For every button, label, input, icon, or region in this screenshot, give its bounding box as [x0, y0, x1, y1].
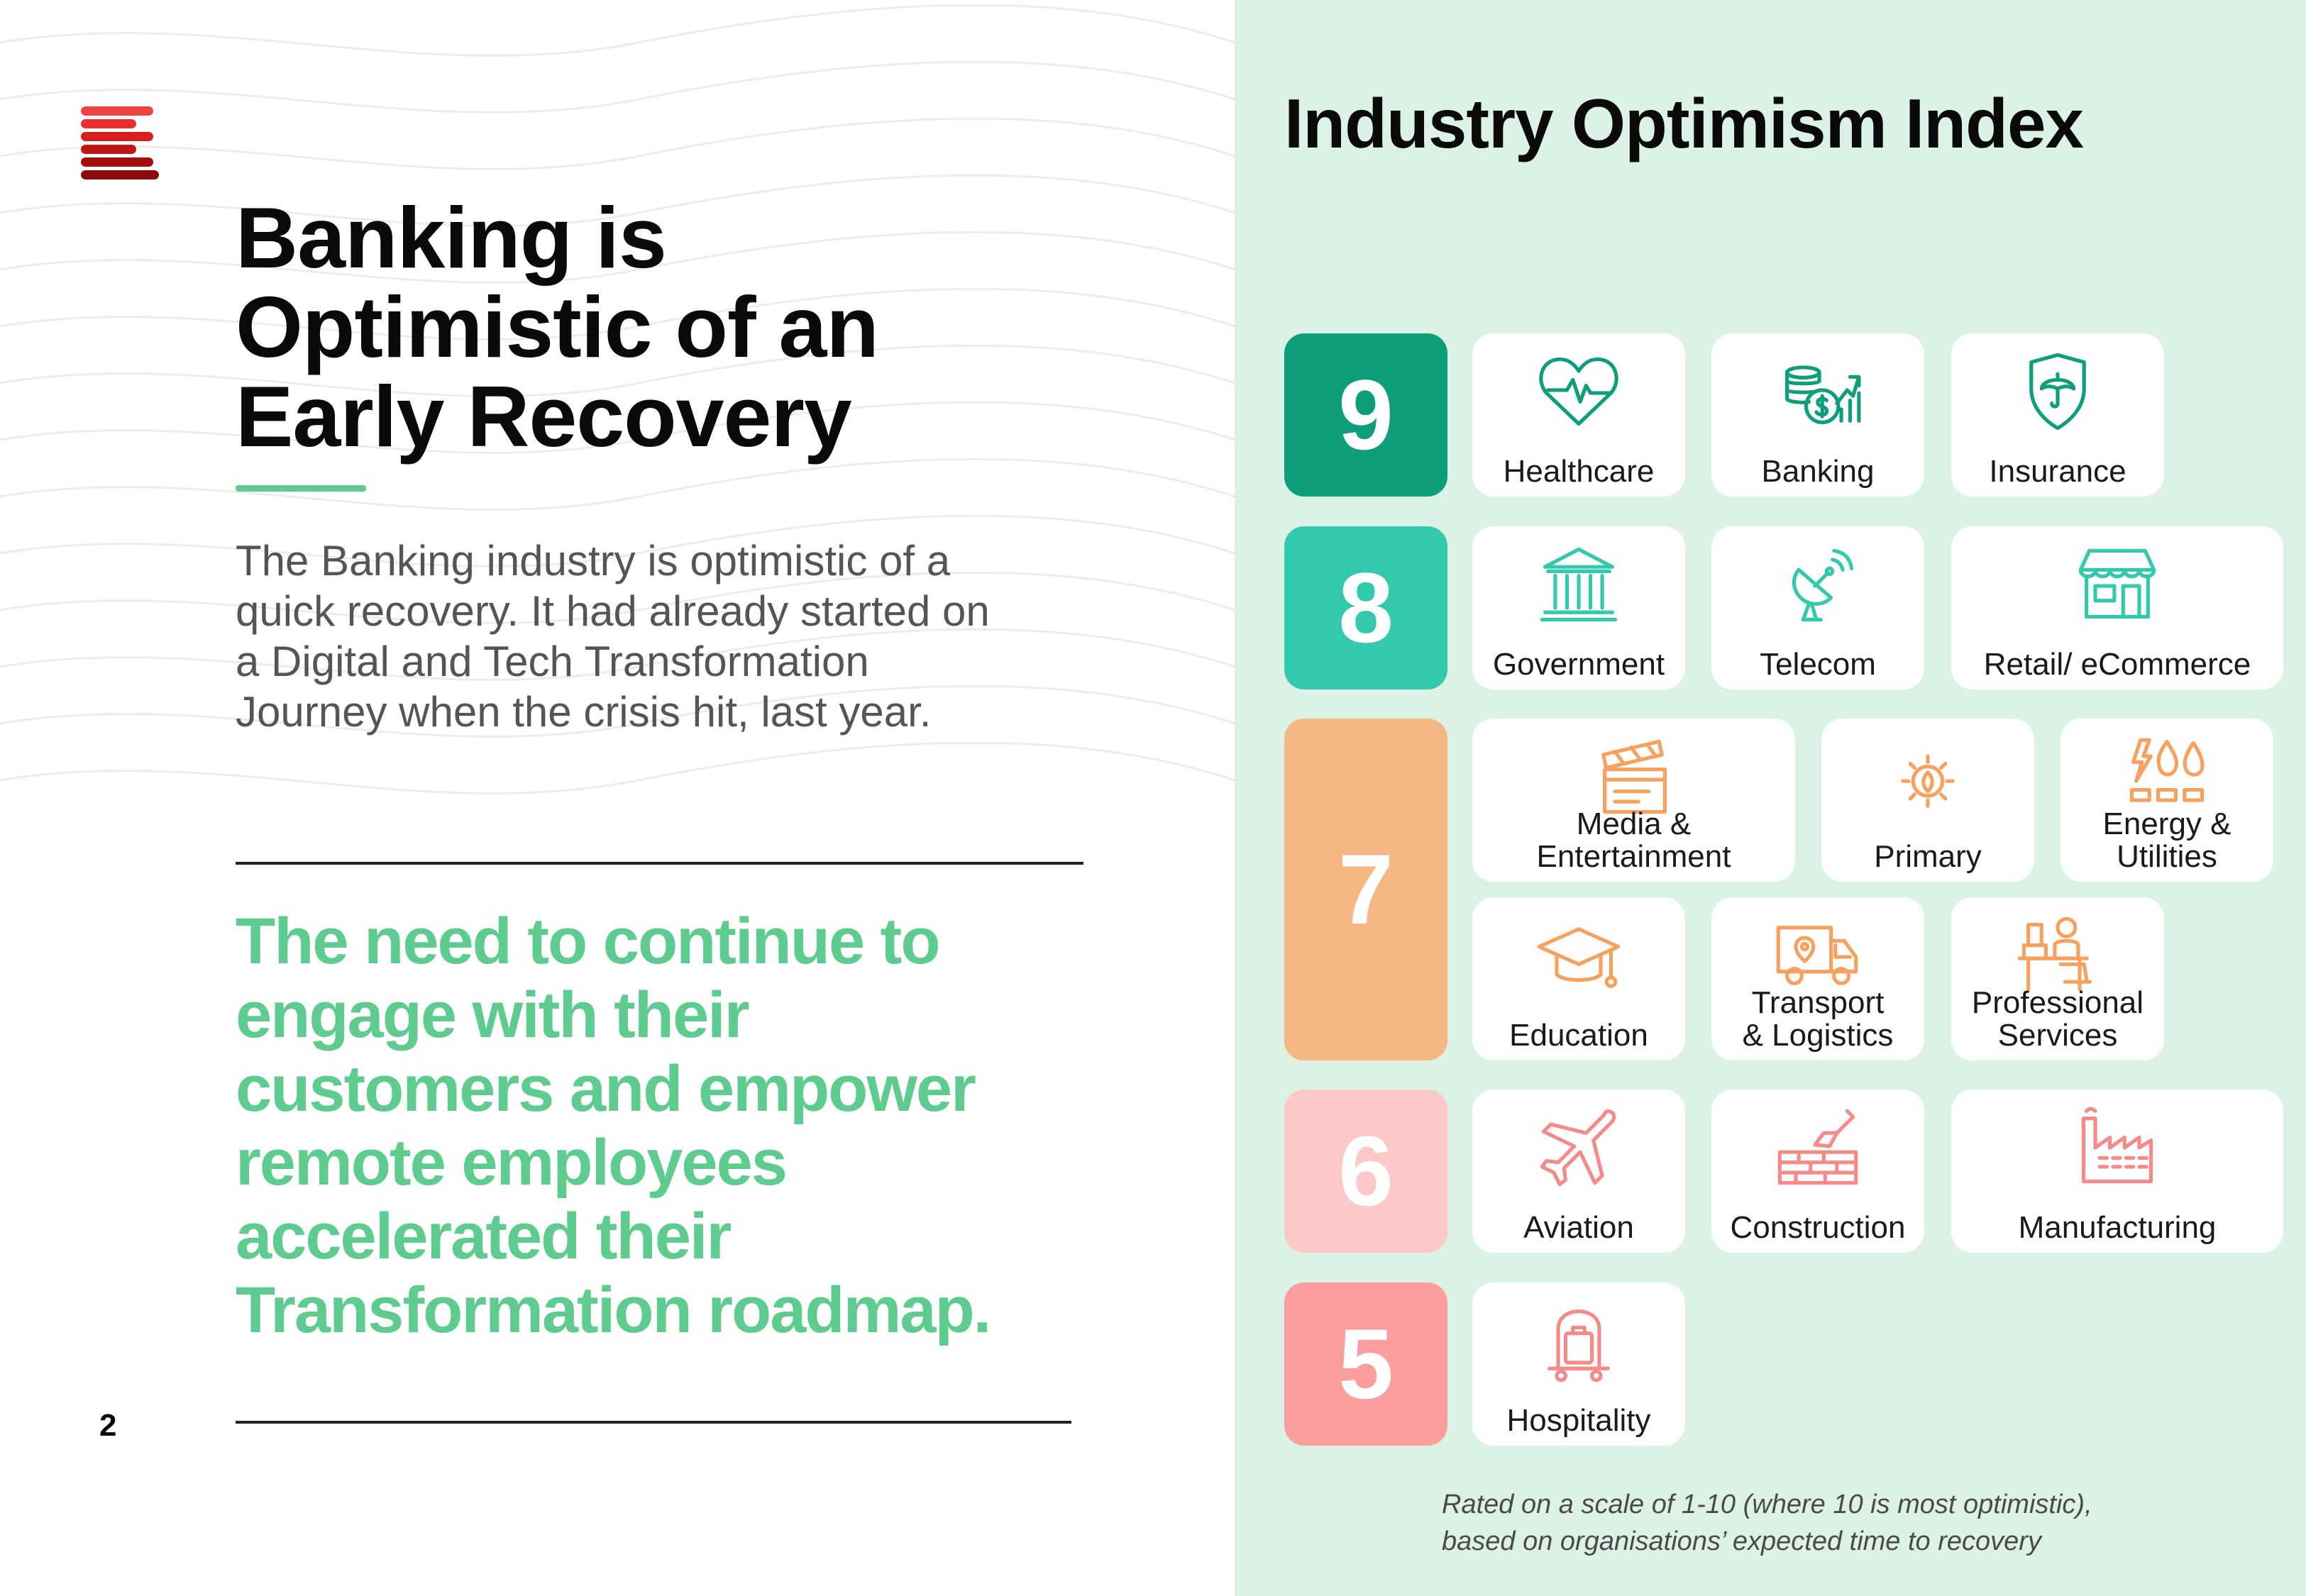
industry-label: Banking: [1761, 454, 1875, 489]
industry-label: Transport & Logistics: [1742, 985, 1894, 1053]
left-panel: Banking is Optimistic of an Early Recove…: [0, 4, 1235, 1443]
industry-card-banking: Banking: [1711, 333, 1924, 497]
intro-line: The Banking industry is optimistic of a: [236, 537, 951, 584]
industry-card-professional-services: Professional Services: [1951, 897, 2164, 1060]
score-value: 8: [1338, 552, 1394, 663]
quote-line: The need to continue to: [236, 905, 941, 977]
industry-card-media: Media & Entertainment: [1472, 719, 1795, 882]
industry-label: Hospitality: [1506, 1403, 1651, 1438]
score-value: 9: [1338, 359, 1394, 470]
industry-label: Professional Services: [1971, 985, 2144, 1053]
industry-card-insurance: Insurance: [1951, 333, 2164, 497]
industry-label: Healthcare: [1503, 454, 1655, 489]
footnote: Rated on a scale of 1-10 (where 10 is mo…: [1442, 1486, 2244, 1560]
page-headline: Banking is Optimistic of an Early Recove…: [236, 193, 1087, 461]
storefront-icon: [2078, 548, 2156, 619]
score-tile-8: 8: [1284, 526, 1447, 689]
office-worker-desk-icon: [2017, 916, 2092, 992]
industry-card-energy: Energy & Utilities: [2060, 719, 2273, 882]
intro-paragraph: The Banking industry is optimistic of a …: [236, 536, 1115, 737]
factory-icon: [2081, 1107, 2153, 1184]
industry-label: Aviation: [1523, 1210, 1634, 1245]
quote-line: customers and empower: [236, 1053, 976, 1125]
footnote-line: Rated on a scale of 1-10 (where 10 is mo…: [1442, 1490, 2092, 1519]
heart-pulse-icon: [1539, 357, 1618, 426]
industry-label: Energy & Utilities: [2102, 807, 2231, 874]
intro-line: quick recovery. It had already started o…: [236, 587, 990, 635]
pull-quote: The need to continue to engage with thei…: [236, 904, 1087, 1347]
quote-line: engage with their: [236, 979, 750, 1051]
sun-leaf-icon: [1901, 754, 1955, 808]
headline-line: Banking is: [236, 189, 667, 286]
score-tile-7: 7: [1284, 719, 1447, 1060]
industry-card-government: Government: [1472, 526, 1685, 689]
headline-line: Optimistic of an: [236, 279, 879, 375]
industry-card-transport: Transport & Logistics: [1711, 897, 1924, 1060]
score-value: 5: [1338, 1308, 1394, 1419]
industry-label: Government: [1492, 647, 1665, 682]
industry-label: Manufacturing: [2018, 1210, 2217, 1245]
industry-card-education: Education: [1472, 897, 1685, 1060]
score-value: 7: [1338, 833, 1394, 945]
accent-underline: [236, 485, 366, 492]
satellite-dish-icon: [1792, 548, 1854, 622]
industry-label: Media & Entertainment: [1536, 807, 1731, 874]
industry-label: Education: [1509, 1018, 1648, 1053]
industry-card-primary: Primary: [1821, 719, 2034, 882]
industry-label: Retail/ eCommerce: [1983, 647, 2251, 682]
coins-growth-icon: [1785, 365, 1861, 424]
footnote-line: based on organisations’ expected time to…: [1442, 1526, 2041, 1556]
umbrella-shield-icon: [2029, 353, 2086, 431]
decorative-wave-lines: [0, 4, 1235, 794]
brick-trowel-icon: [1777, 1109, 1858, 1185]
clapperboard-icon: [1601, 739, 1667, 814]
intro-line: a Digital and Tech Transformation: [236, 638, 869, 685]
energy-flame-drop-icon: [2129, 738, 2205, 802]
index-title: Industry Optimism Index: [1284, 84, 2084, 162]
luggage-trolley-icon: [1548, 1309, 1610, 1382]
airplane-icon: [1540, 1109, 1616, 1187]
industry-card-healthcare: Healthcare: [1472, 333, 1685, 497]
quote-line: remote employees: [236, 1126, 788, 1199]
industry-label: Primary: [1874, 839, 1982, 874]
industry-card-retail: Retail/ eCommerce: [1951, 526, 2283, 689]
divider-bottom: [236, 1421, 1071, 1424]
delivery-truck-icon: [1776, 926, 1858, 985]
score-value: 6: [1338, 1115, 1394, 1226]
quote-line: Transformation roadmap.: [236, 1274, 991, 1346]
divider-top: [236, 862, 1083, 865]
page-number: 2: [99, 1408, 117, 1443]
quote-line: accelerated their: [236, 1200, 732, 1273]
industry-card-construction: Construction: [1711, 1090, 1924, 1253]
headline-line: Early Recovery: [236, 368, 852, 465]
industry-card-manufacturing: Manufacturing: [1951, 1090, 2283, 1253]
score-tile-9: 9: [1284, 333, 1447, 497]
industry-label: Telecom: [1760, 647, 1876, 682]
industry-card-telecom: Telecom: [1711, 526, 1924, 689]
score-tile-6: 6: [1284, 1090, 1447, 1253]
graduation-cap-icon: [1537, 927, 1621, 988]
score-tile-5: 5: [1284, 1282, 1447, 1446]
government-building-icon: [1540, 547, 1618, 622]
industry-card-aviation: Aviation: [1472, 1090, 1685, 1253]
industry-label: Insurance: [1989, 454, 2126, 489]
industry-label: Construction: [1730, 1210, 1906, 1245]
industry-card-hospitality: Hospitality: [1472, 1282, 1685, 1446]
intro-line: Journey when the crisis hit, last year.: [236, 688, 932, 736]
